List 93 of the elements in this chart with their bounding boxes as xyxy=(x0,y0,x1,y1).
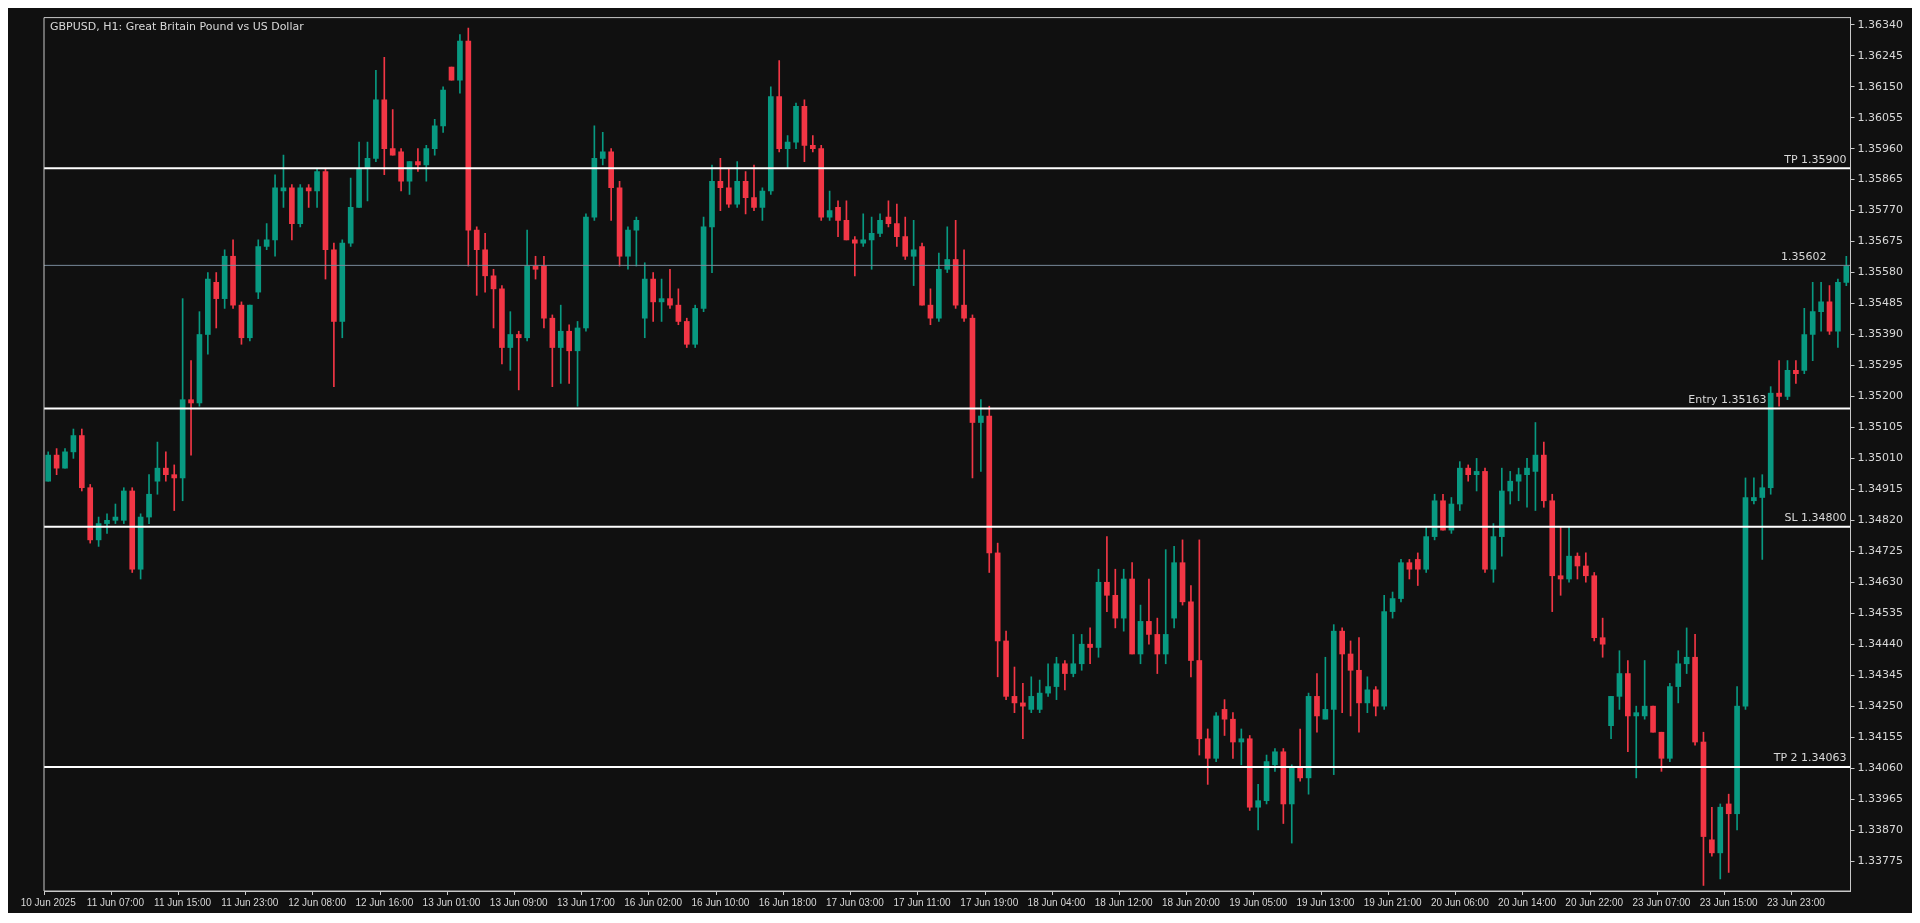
x-tick-label: 11 Jun 15:00 xyxy=(154,896,212,908)
x-tick-label: 13 Jun 17:00 xyxy=(557,896,616,908)
candlestick xyxy=(809,135,816,153)
x-tick-label: 10 Jun 2025 xyxy=(20,896,77,908)
y-tick-label: 1.36150 xyxy=(1857,79,1904,93)
x-tick-label: 20 Jun 22:00 xyxy=(1565,896,1624,908)
x-tick-label: 18 Jun 04:00 xyxy=(1027,896,1086,908)
y-tick-label: 1.34725 xyxy=(1857,544,1904,558)
y-tick-label: 1.34440 xyxy=(1857,637,1904,651)
candlestick xyxy=(1104,536,1110,612)
y-tick-label: 1.35200 xyxy=(1857,389,1904,403)
candlestick xyxy=(557,304,564,384)
y-tick-label: 1.35960 xyxy=(1857,141,1904,155)
y-tick-label: 1.35295 xyxy=(1857,358,1904,372)
y-tick-label: 1.33775 xyxy=(1857,853,1904,867)
x-tick-label: 18 Jun 20:00 xyxy=(1162,896,1221,908)
y-tick-label: 1.34915 xyxy=(1857,482,1904,496)
candlestick xyxy=(1725,793,1732,873)
y-tick-label: 1.35675 xyxy=(1857,234,1904,248)
x-tick-label: 19 Jun 13:00 xyxy=(1296,896,1355,908)
x-tick-label: 23 Jun 07:00 xyxy=(1632,896,1691,908)
candlestick xyxy=(163,451,169,482)
candlestick xyxy=(1793,360,1799,384)
x-tick-label: 16 Jun 18:00 xyxy=(758,896,817,908)
candlestick xyxy=(1759,474,1766,560)
candlestick xyxy=(860,213,867,247)
x-tick-label: 12 Jun 16:00 xyxy=(355,896,414,908)
candlestick xyxy=(1751,477,1757,505)
y-tick-label: 1.36055 xyxy=(1857,110,1904,124)
x-tick-label: 20 Jun 06:00 xyxy=(1430,896,1490,908)
chart-title: GBPUSD, H1: Great Britain Pound vs US Dollar xyxy=(50,19,305,33)
y-tick-label: 1.35010 xyxy=(1857,451,1904,465)
candlestick xyxy=(1045,663,1051,697)
x-tick-label: 16 Jun 02:00 xyxy=(624,896,683,908)
y-tick-label: 1.36340 xyxy=(1857,17,1904,31)
ref-line-label: TP 2 1.34063 xyxy=(1772,751,1847,765)
y-tick-label: 1.35865 xyxy=(1857,172,1904,186)
x-tick-label: 11 Jun 23:00 xyxy=(221,896,279,908)
candlestick xyxy=(1146,578,1152,645)
candlestick xyxy=(667,268,673,309)
x-tick-label: 17 Jun 11:00 xyxy=(893,896,952,908)
x-tick-label: 12 Jun 08:00 xyxy=(288,896,347,908)
y-tick-label: 1.35390 xyxy=(1857,327,1904,341)
x-tick-label: 16 Jun 10:00 xyxy=(691,896,750,908)
y-tick-label: 1.35105 xyxy=(1857,420,1904,434)
x-tick-label: 19 Jun 05:00 xyxy=(1229,896,1288,908)
candlestick xyxy=(1524,458,1530,508)
x-tick-label: 23 Jun 15:00 xyxy=(1699,896,1759,908)
y-tick-label: 1.34345 xyxy=(1857,668,1904,682)
candlestick xyxy=(188,360,194,456)
y-tick-label: 1.34630 xyxy=(1857,575,1904,589)
candlestick xyxy=(852,236,858,277)
y-tick-label: 1.35770 xyxy=(1857,203,1904,217)
candlestick xyxy=(1162,549,1169,665)
candlestick xyxy=(1776,360,1782,407)
y-tick-label: 1.34250 xyxy=(1857,699,1904,713)
ref-line-label: Entry 1.35163 xyxy=(1688,392,1767,406)
x-tick-label: 13 Jun 09:00 xyxy=(489,896,549,908)
candlestick xyxy=(961,249,967,322)
y-tick-label: 1.35580 xyxy=(1857,265,1904,279)
y-tick-label: 1.33870 xyxy=(1857,822,1904,836)
ref-line-label: SL 1.34800 xyxy=(1784,511,1847,525)
y-tick-label: 1.34820 xyxy=(1857,513,1904,527)
candlestick xyxy=(1070,634,1077,678)
x-tick-label: 19 Jun 21:00 xyxy=(1363,896,1422,908)
ref-line-label: 1.35602 xyxy=(1781,249,1827,263)
candlestick xyxy=(1087,627,1093,665)
x-tick-label: 20 Jun 14:00 xyxy=(1498,896,1557,908)
candlestick xyxy=(1633,705,1640,779)
y-tick-label: 1.35485 xyxy=(1857,296,1904,310)
x-tick-label: 17 Jun 19:00 xyxy=(960,896,1019,908)
y-tick-label: 1.34535 xyxy=(1857,606,1904,620)
candlestick xyxy=(1818,282,1824,332)
x-tick-label: 11 Jun 07:00 xyxy=(86,896,145,908)
x-tick-label: 23 Jun 23:00 xyxy=(1766,896,1826,908)
candlestick xyxy=(1297,728,1303,782)
x-tick-label: 17 Jun 03:00 xyxy=(825,896,885,908)
x-tick-label: 13 Jun 01:00 xyxy=(422,896,481,908)
y-tick-label: 1.34155 xyxy=(1857,729,1904,743)
candlestick xyxy=(944,226,951,273)
y-tick-label: 1.36245 xyxy=(1857,48,1904,62)
candlestick xyxy=(171,464,178,511)
x-tick-label: 18 Jun 12:00 xyxy=(1094,896,1154,908)
candlestick xyxy=(389,109,396,156)
candlestick xyxy=(305,184,312,208)
candlestick xyxy=(515,330,522,391)
candlestick xyxy=(599,132,606,166)
y-tick-label: 1.34060 xyxy=(1857,760,1904,774)
candlestick xyxy=(415,148,421,172)
candlestick xyxy=(1255,784,1261,831)
y-tick-label: 1.33965 xyxy=(1857,791,1904,805)
candlestick xyxy=(978,399,984,472)
ref-line-label: TP 1.35900 xyxy=(1783,152,1847,166)
